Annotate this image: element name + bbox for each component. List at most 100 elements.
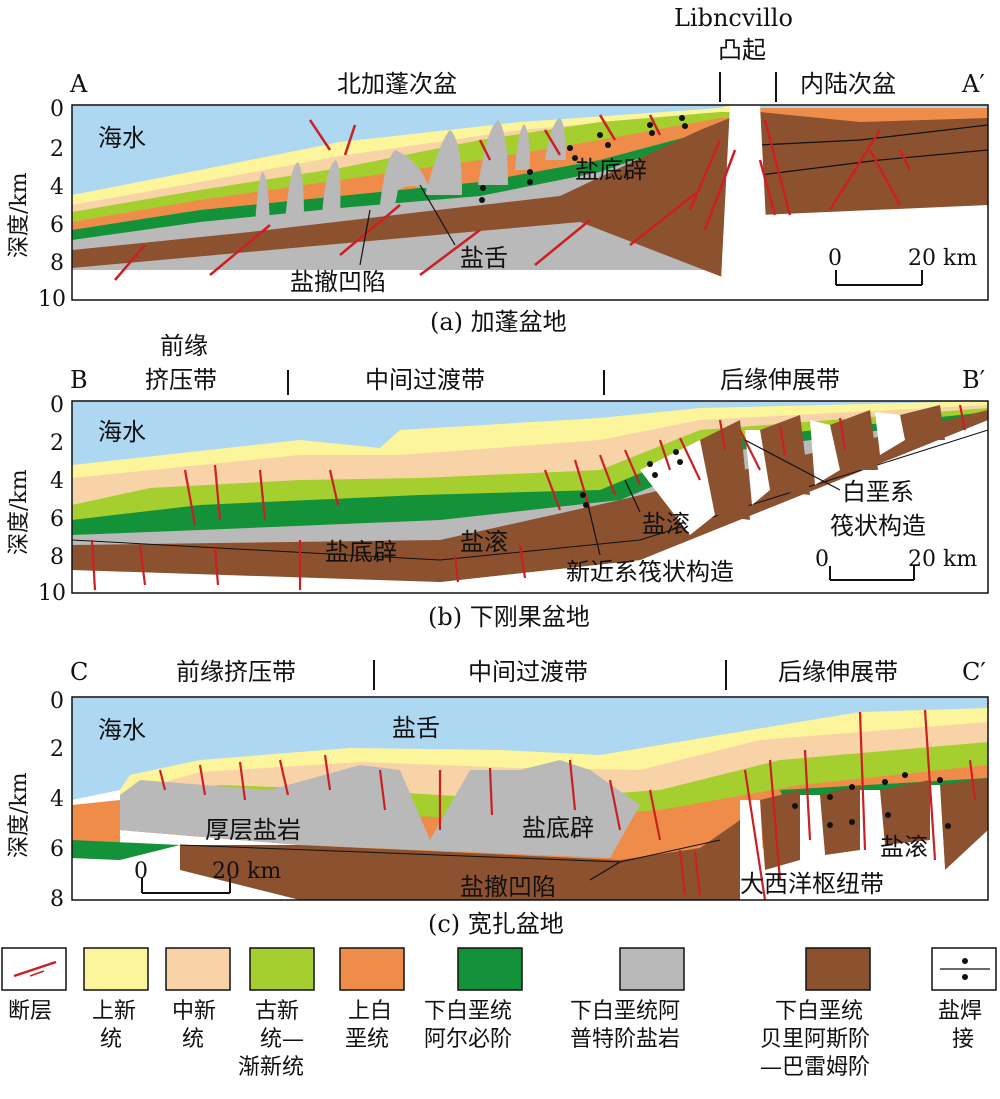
panel-b-leader-cret <box>744 439 841 491</box>
inland-a-horizon-2 <box>759 149 989 176</box>
panel-c-label-hinge: 大西洋枢纽带 <box>740 870 884 898</box>
panel-b-caption: (b) 下刚果盆地 <box>428 603 590 631</box>
panel-c-y-axis: 0 2 4 6 8 深度/km <box>7 689 64 912</box>
panel-b-label-neogene-raft: 新近系筏状构造 <box>566 558 734 586</box>
svg-text:10: 10 <box>38 581 66 606</box>
svg-text:20 km: 20 km <box>212 859 281 884</box>
panel-c-sea-label: 海水 <box>98 716 146 744</box>
layer-c-barremian <box>180 820 740 900</box>
panel-c-zone-middle: 中间过渡带 <box>468 658 588 686</box>
panel-a-left-letter: A <box>69 70 88 98</box>
svg-text:—巴雷姆阶: —巴雷姆阶 <box>760 1055 870 1080</box>
diapirs-a <box>255 118 566 225</box>
panel-a-label-tongue: 盐舌 <box>460 244 508 272</box>
svg-text:0: 0 <box>50 393 64 418</box>
panel-b-frame <box>71 400 989 594</box>
panel-b-zone-front-1: 前缘 <box>160 332 208 360</box>
svg-text:普特阶盐岩: 普特阶盐岩 <box>570 1027 680 1052</box>
panel-b-label-cret-raft-2: 筏状构造 <box>830 512 926 540</box>
svg-text:20 km: 20 km <box>908 246 977 271</box>
panel-c-label-thick-salt: 厚层盐岩 <box>205 816 301 844</box>
panel-c-right-letter: C′ <box>962 658 986 686</box>
salt-weld-dots-c <box>792 772 951 829</box>
svg-text:6: 6 <box>50 837 64 862</box>
svg-text:8: 8 <box>50 251 64 276</box>
layer-b-base-line <box>71 429 989 561</box>
rear-blocks-c <box>760 778 988 870</box>
svg-text:0: 0 <box>50 689 64 714</box>
panel-c-label-diapir: 盐底辟 <box>522 814 594 842</box>
svg-text:2: 2 <box>50 137 64 162</box>
panel-a-leader-tongue <box>419 184 456 246</box>
svg-text:6: 6 <box>50 213 64 238</box>
panel-b-leader-roll <box>624 479 641 513</box>
panel-c: C 前缘挤压带 中间过渡带 后缘伸展带 C′ <box>7 658 989 938</box>
legend-item-salt-weld: 盐焊 接 <box>931 947 997 1052</box>
panel-c-zone-front: 前缘挤压带 <box>176 658 296 686</box>
panel-a-y-axis: 0 2 4 6 8 10 深度/km <box>7 97 66 312</box>
svg-text:盐焊: 盐焊 <box>938 999 982 1024</box>
panel-a-sea-label: 海水 <box>98 124 146 152</box>
panel-c-left-letter: C <box>70 658 88 686</box>
svg-text:统: 统 <box>100 1027 122 1052</box>
panel-a-caption: (a) 加蓬盆地 <box>430 308 567 336</box>
svg-text:上新: 上新 <box>92 999 136 1024</box>
panel-b-left-letter: B <box>70 366 88 394</box>
svg-text:上白: 上白 <box>348 999 392 1024</box>
faults-c <box>158 709 977 901</box>
svg-text:下白垩统: 下白垩统 <box>775 999 863 1024</box>
panel-a-uplift-label: 凸起 <box>718 36 766 64</box>
salt-weld-dots-a <box>479 115 688 203</box>
svg-text:4: 4 <box>50 175 64 200</box>
layer-c-salt <box>120 760 640 858</box>
svg-text:20 km: 20 km <box>908 547 977 572</box>
svg-text:贝里阿斯阶: 贝里阿斯阶 <box>760 1027 870 1052</box>
svg-text:古新: 古新 <box>255 999 299 1024</box>
panel-c-label-roll: 盐滚 <box>880 833 928 861</box>
layer-a-barremian <box>72 118 730 280</box>
panel-b-zone-rear: 后缘伸展带 <box>720 366 840 394</box>
legend-item-paleogene: 古新 统— 渐新统 <box>238 947 315 1080</box>
panel-b-scale-bar: 0 20 km <box>815 547 977 581</box>
faults-a <box>114 114 912 281</box>
svg-text:中新: 中新 <box>172 999 216 1024</box>
panel-c-frame <box>71 696 989 901</box>
panel-b: B 前缘 挤压带 中间过渡带 后缘伸展带 B′ <box>7 332 989 631</box>
legend: 断层 上新 统 中新 统 古新 统— 渐新统 上白 垩统 下白垩统 阿尔必阶 <box>1 947 997 1080</box>
legend-item-albian: 下白垩统 阿尔必阶 <box>424 947 523 1052</box>
svg-text:10: 10 <box>38 287 66 312</box>
layer-b-barremian <box>72 410 988 582</box>
rear-white-b <box>640 412 905 535</box>
panel-c-label-tongue: 盐舌 <box>392 714 440 742</box>
svg-text:0: 0 <box>815 547 829 572</box>
panel-a-uplift-name: Libncvillo <box>674 4 793 32</box>
legend-item-pliocene: 上新 统 <box>83 947 149 1052</box>
panel-a-leader-withdrawal <box>359 209 371 266</box>
panel-a-scale-bar: 0 20 km <box>828 246 977 286</box>
panel-c-y-title: 深度/km <box>7 772 32 858</box>
panel-b-label-roll-2: 盐滚 <box>642 510 690 538</box>
faults-b <box>90 404 967 591</box>
svg-text:统: 统 <box>182 1027 204 1052</box>
panel-a-right-letter: A′ <box>961 70 985 98</box>
svg-text:渐新统: 渐新统 <box>238 1055 304 1080</box>
svg-text:统—: 统— <box>260 1027 304 1052</box>
panel-c-leader-withdrawal <box>589 861 621 881</box>
legend-item-salt: 下白垩统阿 普特阶盐岩 <box>570 947 685 1052</box>
panel-b-leader-neogene <box>587 504 601 556</box>
panel-b-y-title: 深度/km <box>7 469 32 555</box>
panel-a-frame <box>71 104 989 301</box>
svg-text:0: 0 <box>134 859 148 884</box>
svg-text:断层: 断层 <box>8 999 52 1024</box>
panel-a-label-withdrawal: 盐撤凹陷 <box>290 268 386 296</box>
panel-b-zone-middle: 中间过渡带 <box>365 366 485 394</box>
panel-b-label-roll-1: 盐滚 <box>460 528 508 556</box>
legend-item-fault: 断层 <box>1 947 67 1024</box>
legend-item-barremian: 下白垩统 贝里阿斯阶 —巴雷姆阶 <box>760 947 871 1080</box>
svg-text:下白垩统阿: 下白垩统阿 <box>570 999 680 1024</box>
panel-c-scale-bar: 0 20 km <box>134 859 281 894</box>
svg-text:8: 8 <box>50 887 64 912</box>
svg-text:接: 接 <box>952 1027 974 1052</box>
svg-text:4: 4 <box>50 787 64 812</box>
